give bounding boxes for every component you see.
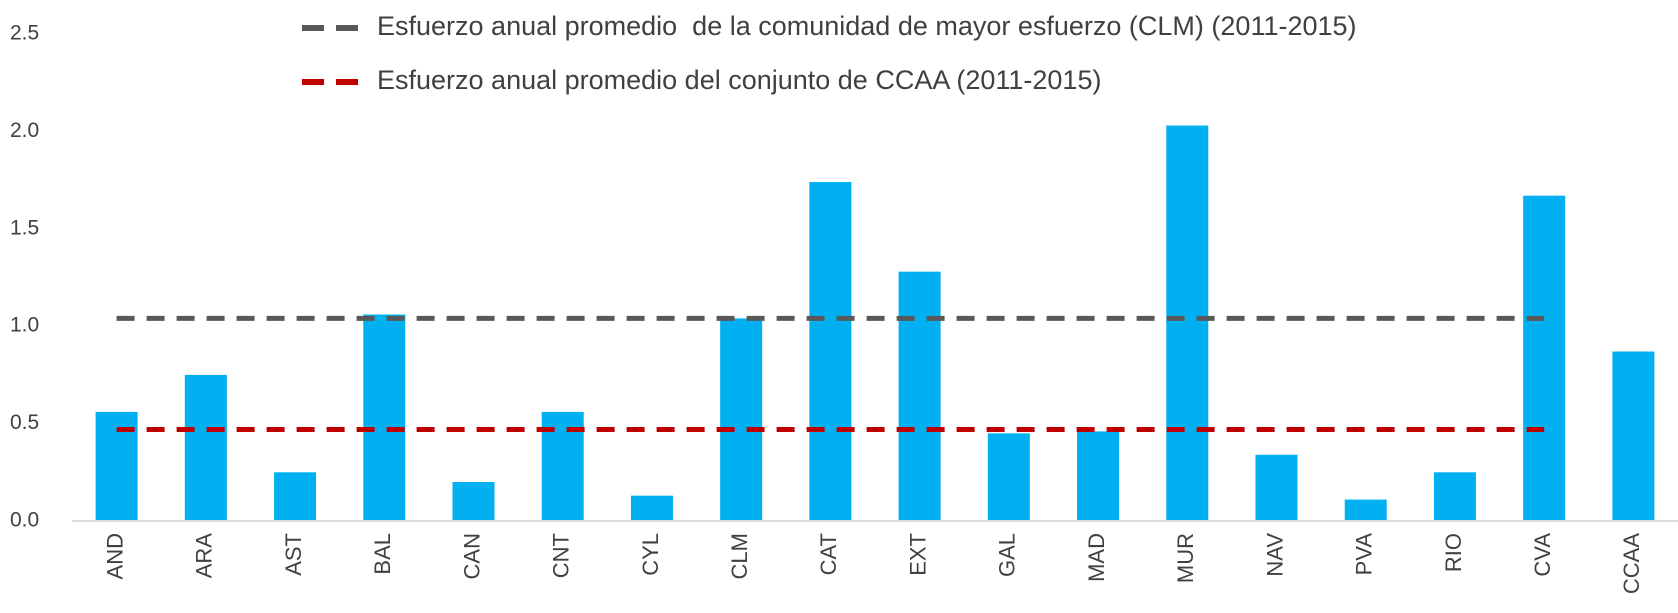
bar — [630, 495, 673, 521]
x-tick-label: CLM — [727, 533, 752, 579]
x-tick-label: MAD — [1084, 533, 1109, 582]
x-tick-label: AST — [281, 533, 306, 576]
x-tick-label: EXT — [905, 533, 930, 576]
x-tick-label: CVA — [1530, 533, 1555, 577]
x-tick-label: RIO — [1441, 533, 1466, 572]
bar — [1523, 195, 1566, 521]
bar — [1344, 499, 1387, 521]
x-tick-label: CNT — [549, 533, 574, 578]
bar — [1077, 431, 1120, 521]
x-tick-label: MUR — [1173, 533, 1198, 583]
bar — [720, 318, 763, 521]
bar — [363, 314, 406, 521]
bar — [274, 472, 317, 521]
x-tick-label: CAT — [816, 533, 841, 575]
bar — [987, 433, 1030, 521]
y-tick-label: 0.5 — [10, 411, 39, 434]
y-tick-label: 1.0 — [10, 314, 39, 337]
y-tick-label: 2.0 — [10, 119, 39, 142]
bar — [1166, 125, 1209, 521]
bar — [1612, 351, 1655, 521]
y-tick-label: 1.5 — [10, 216, 39, 239]
x-tick-label: PVA — [1352, 533, 1377, 576]
bar — [184, 374, 227, 521]
y-tick-label: 2.5 — [10, 22, 39, 45]
bar — [1433, 472, 1476, 521]
y-tick-label: 0.0 — [10, 509, 39, 532]
x-tick-label: AND — [102, 533, 127, 579]
x-tick-label: ARA — [192, 533, 217, 579]
x-tick-label: BAL — [370, 533, 395, 575]
bar — [898, 271, 941, 521]
x-tick-label: CYL — [638, 533, 663, 576]
x-tick-label: GAL — [995, 533, 1020, 577]
bar — [1255, 454, 1298, 521]
x-tick-label: CCAA — [1619, 533, 1644, 594]
legend-label: Esfuerzo anual promedio de la comunidad … — [377, 11, 1357, 41]
bar — [809, 182, 852, 521]
bar — [452, 482, 495, 521]
x-tick-label: NAV — [1262, 533, 1287, 577]
legend-label: Esfuerzo anual promedio del conjunto de … — [377, 65, 1101, 95]
x-tick-label: CAN — [459, 533, 484, 579]
